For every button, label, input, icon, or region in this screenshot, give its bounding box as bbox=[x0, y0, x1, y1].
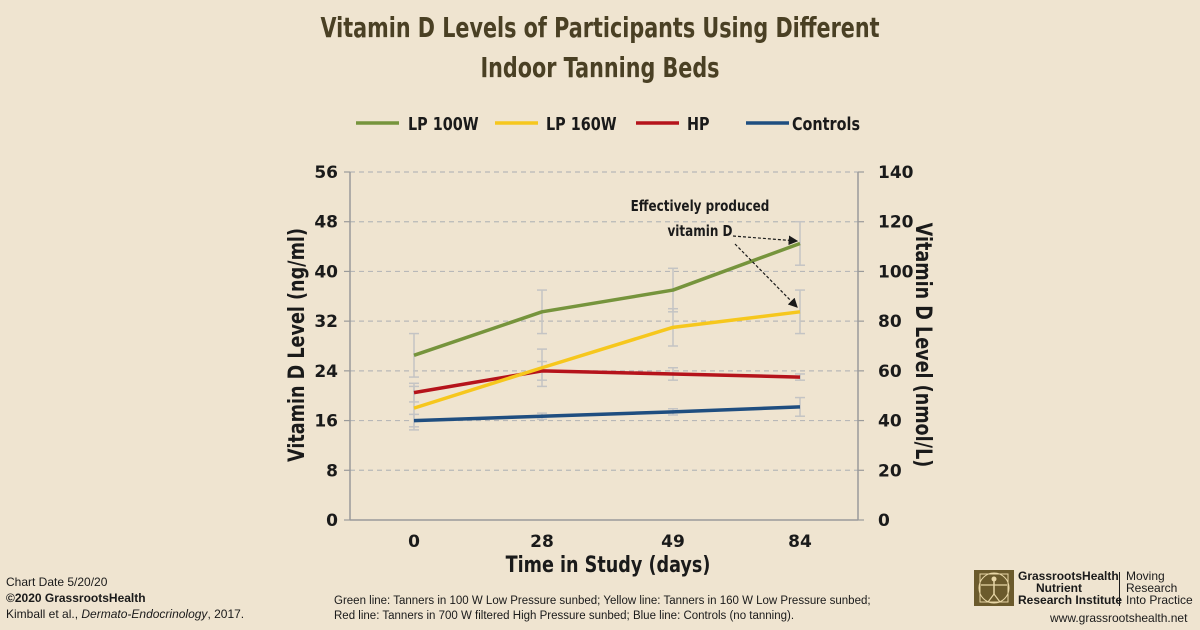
copyright: ©2020 GrassrootsHealth bbox=[6, 591, 146, 605]
vitruvian-logo-icon bbox=[974, 570, 1014, 606]
chart-axes: 0 0 8 20 16 40 24 60 32 80 40 100 48 120 56 140 0 28 49 84 bbox=[314, 163, 913, 552]
y-tick-label-right: 140 bbox=[878, 163, 914, 183]
org-name: GrassrootsHealth Nutrient Research Insti… bbox=[1018, 570, 1122, 606]
y-tick-label-left: 40 bbox=[314, 262, 338, 282]
tagline-line2: Research bbox=[1126, 581, 1178, 595]
annotation-line1: Effectively produced bbox=[631, 198, 770, 216]
chart-title-line2: Indoor Tanning Beds bbox=[480, 51, 720, 84]
y-tick-label-right: 100 bbox=[878, 262, 914, 282]
x-axis-title: Time in Study (days) bbox=[506, 552, 711, 577]
legend-label: LP 100W bbox=[408, 113, 479, 134]
x-tick-label: 28 bbox=[530, 532, 554, 552]
y-tick-label-left: 48 bbox=[314, 213, 338, 233]
y-axis-title-left: Vitamin D Level (ng/ml) bbox=[284, 228, 309, 462]
chart-title-line1: Vitamin D Levels of Participants Using D… bbox=[320, 11, 880, 44]
chart-legend: LP 100W LP 160W HP Controls bbox=[356, 113, 860, 134]
website-link[interactable]: www.grassrootshealth.net bbox=[1050, 611, 1188, 625]
org-line3: Research Institute bbox=[1018, 593, 1123, 607]
y-tick-label-left: 32 bbox=[314, 312, 338, 332]
annotation-line2: vitamin D bbox=[667, 223, 732, 241]
chart-grid bbox=[350, 171, 858, 471]
y-tick-label-left: 56 bbox=[314, 163, 338, 183]
note-line2: Red line: Tanners in 700 W filtered High… bbox=[334, 610, 795, 622]
y-tick-label-left: 0 bbox=[326, 511, 338, 531]
y-tick-label-right: 20 bbox=[878, 461, 902, 481]
org-line2: Nutrient bbox=[1036, 581, 1082, 595]
tagline-line3: Into Practice bbox=[1126, 593, 1193, 607]
series-line-controls bbox=[413, 405, 801, 423]
citation-authors: Kimball et al., bbox=[6, 607, 82, 621]
chart-date: Chart Date 5/20/20 bbox=[6, 575, 108, 589]
y-tick-label-right: 60 bbox=[878, 362, 902, 382]
y-tick-label-right: 80 bbox=[878, 312, 902, 332]
logo-divider bbox=[1119, 572, 1120, 606]
citation-year: , 2017. bbox=[207, 607, 245, 621]
chart-series bbox=[409, 220, 805, 431]
y-axis-title-right: Vitamin D Level (nmol/L) bbox=[910, 223, 935, 468]
series-line-lp-160w bbox=[413, 310, 801, 410]
annotation-arrow-top bbox=[732, 235, 799, 246]
y-tick-label-left: 8 bbox=[326, 461, 338, 481]
citation: Kimball et al., Dermato-Endocrinology, 2… bbox=[6, 606, 244, 622]
annotation-arrow-bottom bbox=[734, 243, 798, 308]
x-tick-label: 49 bbox=[661, 532, 685, 552]
annotation: Effectively produced vitamin D bbox=[631, 198, 770, 241]
x-tick-label: 0 bbox=[408, 532, 420, 552]
org-line1: GrassrootsHealth bbox=[1018, 569, 1119, 583]
line-legend-note: Green line: Tanners in 100 W Low Pressur… bbox=[334, 594, 934, 624]
chart-title: Vitamin D Levels of Participants Using D… bbox=[156, 8, 1044, 88]
org-tagline: Moving Research Into Practice bbox=[1126, 570, 1193, 606]
tagline-line1: Moving bbox=[1126, 569, 1165, 583]
legend-label: HP bbox=[687, 113, 710, 134]
y-tick-label-right: 40 bbox=[878, 412, 902, 432]
y-tick-label-left: 24 bbox=[314, 362, 338, 382]
series-line-lp-100w bbox=[413, 241, 801, 357]
citation-journal: Dermato-Endocrinology bbox=[81, 607, 208, 621]
y-tick-label-left: 16 bbox=[314, 412, 338, 432]
legend-label: Controls bbox=[792, 113, 860, 134]
y-tick-label-right: 120 bbox=[878, 213, 914, 233]
y-tick-label-right: 0 bbox=[878, 511, 890, 531]
legend-label: LP 160W bbox=[546, 113, 617, 134]
x-tick-label: 84 bbox=[788, 532, 812, 552]
footer-credits: Chart Date 5/20/20 ©2020 GrassrootsHealt… bbox=[6, 574, 244, 622]
note-line1: Green line: Tanners in 100 W Low Pressur… bbox=[334, 595, 871, 607]
series-line-hp bbox=[413, 369, 801, 395]
